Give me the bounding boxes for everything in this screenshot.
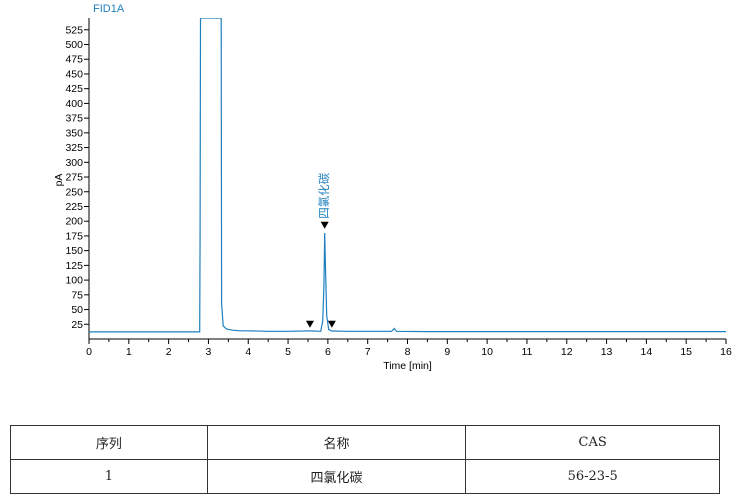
x-tick-label: 15	[680, 346, 692, 358]
x-tick-label: 13	[601, 346, 613, 358]
x-tick-label: 12	[561, 346, 573, 358]
header-sequence: 序列	[10, 425, 208, 460]
header-name: 名称	[206, 425, 467, 460]
y-tick-label: 450	[65, 68, 83, 80]
y-tick-label: 175	[65, 230, 83, 242]
cell-name: 四氯化碳	[206, 459, 467, 494]
x-tick-label: 6	[325, 346, 331, 358]
x-tick-label: 2	[166, 346, 172, 358]
x-tick-label: 3	[206, 346, 212, 358]
chart-plot-area: 四氯化碳	[89, 18, 726, 333]
x-tick-label: 5	[285, 346, 291, 358]
x-tick-label: 7	[365, 346, 371, 358]
x-tick-label: 10	[481, 346, 493, 358]
signal-name: FID1A	[93, 3, 125, 15]
y-tick-label: 400	[65, 98, 83, 110]
y-tick-label: 250	[65, 186, 83, 198]
y-tick-label: 475	[65, 54, 83, 66]
cell-cas: 56-23-5	[465, 459, 720, 494]
y-tick-label: 200	[65, 216, 83, 228]
y-tick-label: 100	[65, 275, 83, 287]
y-tick-label: 500	[65, 39, 83, 51]
x-tick-label: 4	[245, 346, 251, 358]
peak-marker	[320, 221, 329, 229]
y-tick-label: 275	[65, 172, 83, 184]
x-axis-label: Time [min]	[383, 360, 432, 372]
x-tick-label: 11	[521, 346, 532, 358]
compound-table: 序列 名称 CAS 1 四氯化碳 56-23-5	[10, 425, 720, 494]
y-tick-label: 225	[65, 201, 83, 213]
chromatogram-chart: 2550751001251501752002252502753003253503…	[53, 18, 732, 372]
y-tick-label: 325	[65, 142, 83, 154]
y-axis-label: pA	[53, 174, 65, 187]
x-tick-label: 8	[405, 346, 411, 358]
y-tick-label: 75	[71, 289, 83, 301]
y-tick-label: 25	[71, 319, 83, 331]
cell-sequence: 1	[10, 459, 208, 494]
header-cas: CAS	[465, 425, 720, 460]
peak-marker	[327, 320, 336, 328]
x-tick-label: 1	[126, 346, 132, 358]
x-tick-label: 16	[720, 346, 732, 358]
y-tick-label: 300	[65, 157, 83, 169]
y-tick-label: 150	[65, 245, 83, 257]
chart-axes: 2550751001251501752002252502753003253503…	[53, 18, 732, 372]
y-tick-label: 50	[71, 304, 83, 316]
y-tick-label: 425	[65, 83, 83, 95]
table-row: 1 四氯化碳 56-23-5	[10, 459, 720, 494]
y-tick-label: 375	[65, 113, 83, 125]
signal-trace	[89, 18, 726, 333]
x-tick-label: 0	[86, 346, 92, 358]
peak-marker	[305, 320, 314, 328]
table-header-row: 序列 名称 CAS	[10, 425, 720, 460]
peak-label: 四氯化碳	[317, 172, 331, 218]
x-tick-label: 9	[444, 346, 450, 358]
x-tick-label: 14	[641, 346, 653, 358]
y-tick-label: 525	[65, 24, 83, 36]
y-tick-label: 125	[65, 260, 83, 272]
y-tick-label: 350	[65, 127, 83, 139]
